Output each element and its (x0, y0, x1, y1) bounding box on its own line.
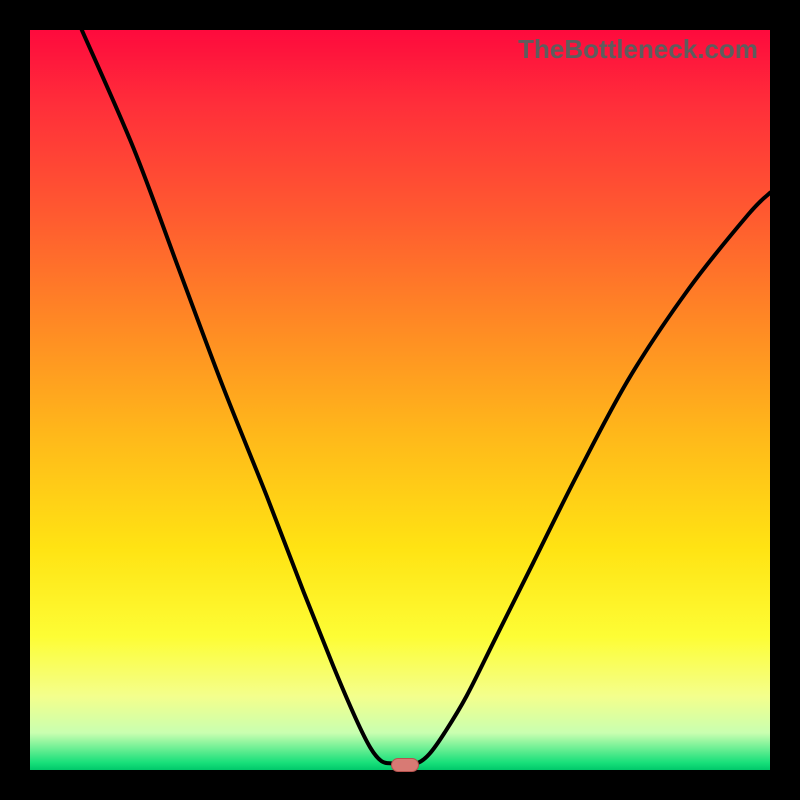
plot-area: TheBottleneck.com (30, 30, 770, 770)
optimum-marker (391, 758, 419, 772)
curve-path (82, 30, 770, 764)
chart-frame: TheBottleneck.com (0, 0, 800, 800)
bottleneck-curve (30, 30, 770, 770)
